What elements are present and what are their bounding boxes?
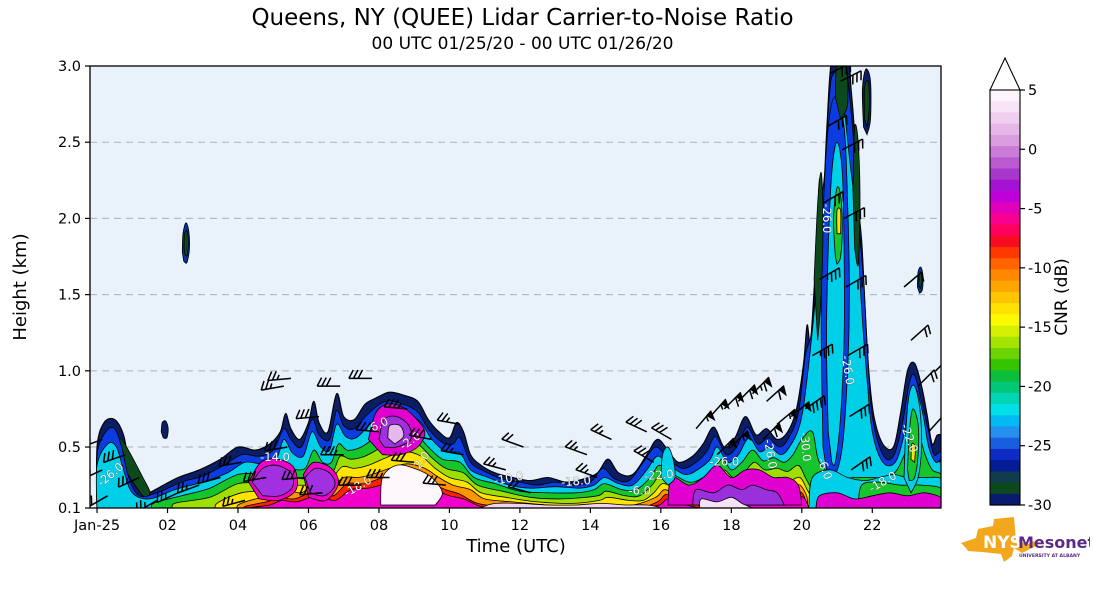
contour-region-purple-core-6h xyxy=(304,467,336,497)
y-tick-label: 1.0 xyxy=(58,364,81,380)
contour-label: -30.0 xyxy=(798,431,815,462)
colorbar: 5 0 -5 -10 -15 -20 -25 -30 xyxy=(989,56,1052,514)
y-tick-label: 0.1 xyxy=(58,501,81,517)
plot-frame xyxy=(89,65,942,509)
contour-region-purple-patch-18h xyxy=(692,484,785,506)
contour-region-lavender-spot-8h xyxy=(387,423,405,445)
plot-area: -26.0-14.0-18.0-6.0-2.02.0-10.0 -18.0-6.0… xyxy=(90,66,941,508)
x-tick-label: 20 xyxy=(793,518,811,534)
contour-region-fragment-core-22h xyxy=(863,80,870,128)
contour-label: -26.0 xyxy=(761,438,780,470)
y-tick-label: 2.5 xyxy=(58,135,81,151)
contour-label: -18.0 xyxy=(561,473,592,490)
contour-label: -26.0 xyxy=(820,204,834,234)
colorbar-tick-label: 0 xyxy=(1028,142,1037,158)
contour-region-pale-core-midday xyxy=(480,502,662,508)
logo-tagline-text: UNIVERSITY AT ALBANY xyxy=(1019,553,1081,559)
contour-region-hex-blob-2h xyxy=(160,420,169,439)
y-tick-label: 2.0 xyxy=(58,211,81,227)
x-tick-label: 14 xyxy=(581,518,599,534)
x-tick-label: 04 xyxy=(229,518,247,534)
colorbar-tick-label: -5 xyxy=(1028,202,1042,218)
contour-regions xyxy=(95,66,941,508)
x-tick-label: 02 xyxy=(158,518,176,534)
y-tick-label: 0.5 xyxy=(58,440,81,456)
colorbar-tick-label: -15 xyxy=(1028,320,1052,336)
x-axis-label: Time (UTC) xyxy=(466,536,566,557)
ny-state-shape xyxy=(961,517,1038,562)
contour-region-purple-core-5h xyxy=(251,464,294,497)
contour-label: -6.0 xyxy=(628,483,650,497)
logo-nys-text: NYS xyxy=(983,533,1022,553)
contour-region-plume23-yellow-fleck xyxy=(910,442,916,464)
x-tick-label: 12 xyxy=(511,518,529,534)
x-tick-label: 16 xyxy=(652,518,670,534)
colorbar-tick-label: 5 xyxy=(1028,83,1037,99)
contour-label: -26.0 xyxy=(709,454,739,468)
x-tick-label: 06 xyxy=(299,518,317,534)
nys-mesonet-logo: NYS Mesonet UNIVERSITY AT ALBANY xyxy=(956,514,1093,588)
contour-region-plume-yellow-fleck xyxy=(836,207,842,235)
x-tick-label: 18 xyxy=(722,518,740,534)
y-axis-ticks: 3.0 2.5 2.0 1.5 1.0 0.5 0.1 xyxy=(58,59,90,517)
page-title: Queens, NY (QUEE) Lidar Carrier-to-Noise… xyxy=(251,5,794,31)
colorbar-tick-label: -20 xyxy=(1028,379,1052,395)
colorbar-over-arrow xyxy=(989,56,1021,91)
contour-label: -26.0 xyxy=(839,354,858,386)
colorbar-tick-label: -10 xyxy=(1028,261,1052,277)
x-axis-ticks: Jan-25 02 04 06 08 10 12 14 16 18 20 22 xyxy=(73,508,882,534)
x-tick-label: 10 xyxy=(440,518,458,534)
x-tick-label: Jan-25 xyxy=(73,518,120,534)
contour-region-white-patch-18h xyxy=(699,496,753,508)
y-tick-label: 3.0 xyxy=(58,59,81,75)
x-tick-label: 08 xyxy=(370,518,388,534)
logo-mesonet-text: Mesonet xyxy=(1018,533,1090,552)
contour-region-band-24db-cyan xyxy=(95,103,941,508)
contour-region-isolated-blob-2.5h-core xyxy=(183,229,189,257)
contour-label: -14.0 xyxy=(260,450,290,464)
contour-region-darkgreen-flank-right xyxy=(852,123,861,267)
contour-region-darkgreen-spur-left xyxy=(813,172,824,341)
contour-region-bottom-magenta-evening xyxy=(815,492,941,508)
contour-region-cyan-column-16h xyxy=(660,446,676,486)
colorbar-tick-label: -30 xyxy=(1028,498,1052,514)
wind-barbs xyxy=(90,66,941,508)
contour-region-darkgreen-streak-left xyxy=(115,437,151,498)
colorbar-tick-label: -25 xyxy=(1028,439,1052,455)
x-tick-label: 22 xyxy=(863,518,881,534)
y-tick-label: 1.5 xyxy=(58,288,81,304)
contour-label: -22.0 xyxy=(643,467,674,484)
page-subtitle: 00 UTC 01/25/20 - 00 UTC 01/26/20 xyxy=(371,34,674,54)
